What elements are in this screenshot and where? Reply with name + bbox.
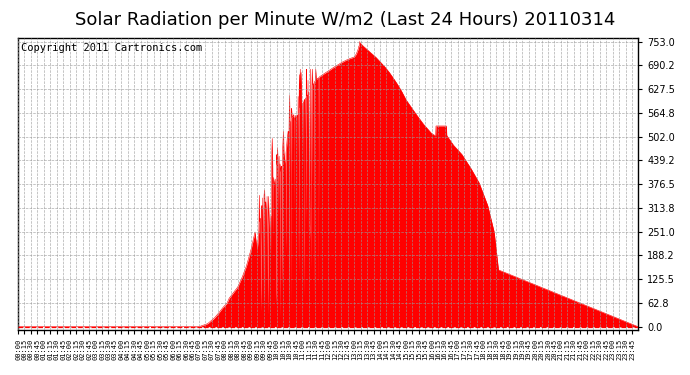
Text: Solar Radiation per Minute W/m2 (Last 24 Hours) 20110314: Solar Radiation per Minute W/m2 (Last 24… [75,11,615,29]
Text: Copyright 2011 Cartronics.com: Copyright 2011 Cartronics.com [21,43,202,53]
